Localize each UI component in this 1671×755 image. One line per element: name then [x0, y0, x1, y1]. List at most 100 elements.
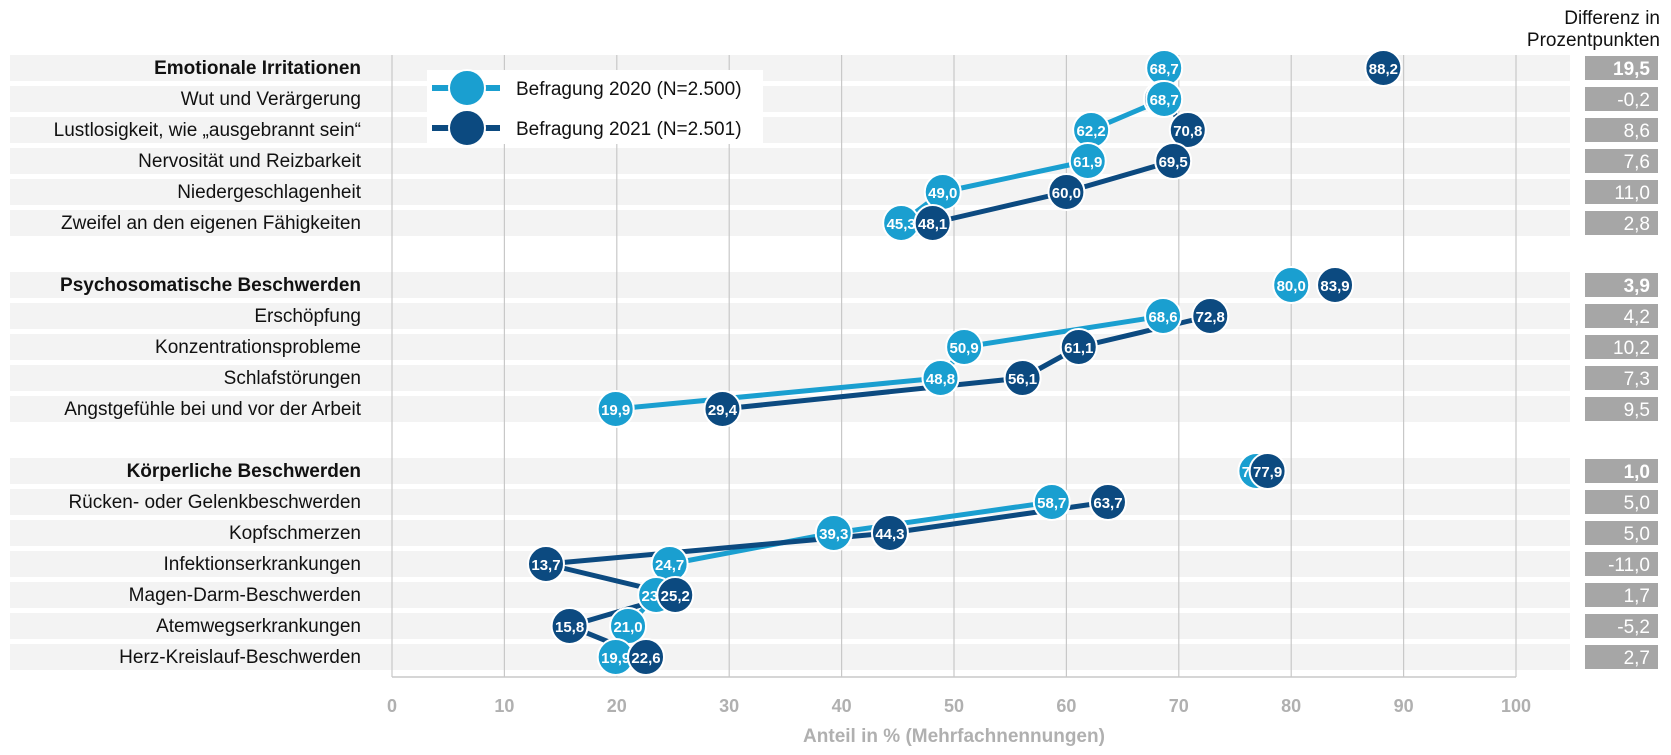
data-label-2021: 13,7	[531, 557, 560, 574]
row-band	[10, 55, 1570, 81]
point-2020	[1145, 80, 1184, 118]
diff-value: 7,6	[1624, 152, 1650, 173]
row-band	[10, 86, 1570, 112]
diff-value: 3,9	[1624, 276, 1650, 297]
diff-value: 1,7	[1624, 586, 1650, 607]
diff-box	[1585, 273, 1658, 297]
data-label-2021: 61,1	[1064, 340, 1093, 357]
x-tick-label: 70	[1169, 696, 1189, 716]
row-band	[10, 551, 1570, 577]
data-label-2021: 22,6	[631, 650, 660, 667]
data-label-2021: 60,0	[1052, 185, 1081, 202]
data-label-2021: 44,3	[875, 526, 904, 543]
diff-value: 2,7	[1624, 648, 1650, 669]
series-points: 68,788,268,568,762,270,861,969,549,060,0…	[526, 49, 1403, 676]
data-label-2020: 80,0	[1277, 278, 1306, 295]
series-line-2020	[615, 313, 1164, 412]
data-label-2020: 58,7	[1037, 495, 1066, 512]
category-label: Nervosität und Reizbarkeit	[138, 151, 362, 172]
data-label-2020: 61,9	[1073, 154, 1102, 171]
diff-box	[1585, 87, 1658, 111]
data-label-2020: 68,6	[1148, 309, 1177, 326]
diff-box	[1585, 614, 1658, 638]
diff-value: 5,0	[1624, 493, 1650, 514]
data-label-2020: 45,3	[887, 216, 916, 233]
row-band	[10, 613, 1570, 639]
data-label-2021: 70,8	[1173, 123, 1202, 140]
legend-marker-2021	[448, 109, 486, 147]
group-label: Körperliche Beschwerden	[127, 461, 361, 482]
group-label: Emotionale Irritationen	[154, 58, 361, 79]
row-band	[10, 365, 1570, 391]
point-2020	[1144, 297, 1183, 335]
diff-value: 9,5	[1624, 400, 1650, 421]
x-axis-label: Anteil in % (Mehrfachnennungen)	[803, 726, 1105, 747]
point-2021	[550, 607, 589, 645]
data-label-2020: 50,9	[950, 340, 979, 357]
data-label-2021: 25,2	[661, 588, 690, 605]
point-2021	[1191, 297, 1230, 335]
row-bands	[10, 55, 1570, 670]
point-2020	[945, 328, 984, 366]
data-label-2021: 83,9	[1320, 278, 1349, 295]
data-label-2020: 48,8	[926, 371, 955, 388]
data-label-2020: 68,7	[1150, 61, 1179, 78]
point-2021	[1047, 173, 1086, 211]
row-band	[10, 148, 1570, 174]
point-2020	[814, 514, 853, 552]
x-tick-label: 0	[387, 696, 397, 716]
row-band	[10, 210, 1570, 236]
data-label-2020: 62,2	[1077, 123, 1106, 140]
legend: Befragung 2020 (N=2.500) Befragung 2021 (…	[427, 69, 763, 147]
data-label-2021: 72,8	[1196, 309, 1225, 326]
diff-box	[1585, 366, 1658, 390]
diff-value: 4,2	[1624, 307, 1650, 328]
diff-box	[1585, 583, 1658, 607]
row-band	[10, 458, 1570, 484]
x-tick-label: 10	[494, 696, 514, 716]
category-label: Atemwegserkrankungen	[156, 616, 361, 637]
diff-box	[1585, 552, 1658, 576]
series-line-2021	[722, 313, 1211, 412]
diff-box	[1585, 645, 1658, 669]
data-label-2021: 69,5	[1159, 154, 1188, 171]
data-label-2020: 49,0	[928, 185, 957, 202]
row-band	[10, 334, 1570, 360]
point-2021	[1364, 49, 1403, 87]
category-label: Herz-Kreislauf-Beschwerden	[119, 647, 361, 668]
diff-box	[1585, 149, 1658, 173]
diff-box	[1585, 521, 1658, 545]
data-label-2021: 56,1	[1008, 371, 1037, 388]
diff-box	[1585, 304, 1658, 328]
data-label-2021: 77,9	[1253, 464, 1282, 481]
group-label: Psychosomatische Beschwerden	[60, 275, 361, 296]
point-2021	[870, 514, 909, 552]
point-2020	[1068, 142, 1107, 180]
point-2021	[1088, 483, 1127, 521]
category-label: Rücken- oder Gelenkbeschwerden	[68, 492, 361, 513]
diff-value: 1,0	[1624, 462, 1650, 483]
point-2020	[596, 390, 635, 428]
diff-value: -0,2	[1617, 90, 1650, 111]
diff-box	[1585, 211, 1658, 235]
point-2021	[656, 576, 695, 614]
point-2020	[1272, 266, 1311, 304]
x-tick-label: 40	[832, 696, 852, 716]
point-2021	[1248, 452, 1287, 490]
data-label-2021: 88,2	[1369, 61, 1398, 78]
category-label: Wut und Verärgerung	[181, 89, 361, 110]
legend-marker-2020	[448, 69, 486, 107]
category-label: Kopfschmerzen	[229, 523, 361, 544]
data-label-2020: 39,3	[819, 526, 848, 543]
diff-value: -5,2	[1617, 617, 1650, 638]
x-tick-label: 20	[607, 696, 627, 716]
row-band	[10, 644, 1570, 670]
point-2020	[921, 359, 960, 397]
diff-box	[1585, 180, 1658, 204]
point-2020	[1032, 483, 1071, 521]
legend-label-2021: Befragung 2021 (N=2.501)	[516, 119, 742, 140]
category-label: Infektionserkrankungen	[163, 554, 361, 575]
x-tick-label: 90	[1394, 696, 1414, 716]
